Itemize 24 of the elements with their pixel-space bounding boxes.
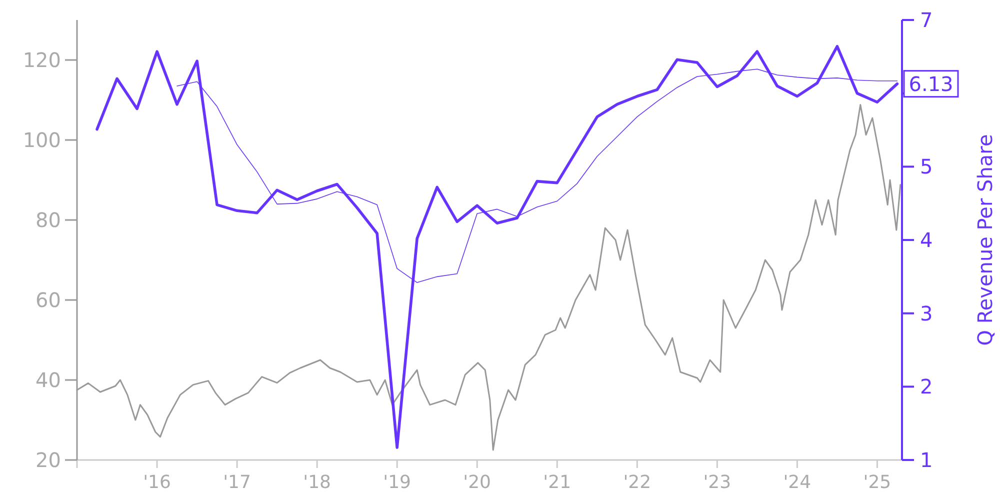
x-tick-label: '21 bbox=[543, 472, 572, 493]
y-tick-label: 40 bbox=[36, 368, 61, 392]
x-tick-label: '20 bbox=[463, 472, 492, 493]
x-tick-label: '25 bbox=[863, 472, 892, 493]
x-tick-label: '18 bbox=[303, 472, 331, 493]
y2-tick-label: 5 bbox=[920, 154, 933, 179]
y2-tick-label: 4 bbox=[920, 228, 933, 252]
x-tick-label: '22 bbox=[623, 472, 652, 493]
y-tick-label: 60 bbox=[36, 288, 61, 312]
y2-tick-label: 3 bbox=[920, 301, 933, 326]
y2-axis-title: Q Revenue Per Share bbox=[973, 134, 997, 346]
x-tick-label: '17 bbox=[223, 472, 251, 493]
x-tick-label: '23 bbox=[703, 472, 732, 493]
y-tick-label: 20 bbox=[36, 448, 61, 472]
y2-tick-label: 1 bbox=[920, 448, 933, 472]
y2-tick-label: 7 bbox=[920, 8, 933, 32]
y-tick-label: 80 bbox=[36, 208, 61, 232]
y2-tick-label: 2 bbox=[920, 374, 933, 399]
data-label: 6.13 bbox=[908, 72, 954, 96]
x-tick-label: '24 bbox=[783, 472, 812, 493]
x-tick-label: '19 bbox=[383, 472, 412, 493]
y-tick-label: 120 bbox=[22, 48, 61, 72]
y-tick-label: 100 bbox=[22, 128, 61, 152]
x-tick-label: '16 bbox=[143, 472, 171, 493]
